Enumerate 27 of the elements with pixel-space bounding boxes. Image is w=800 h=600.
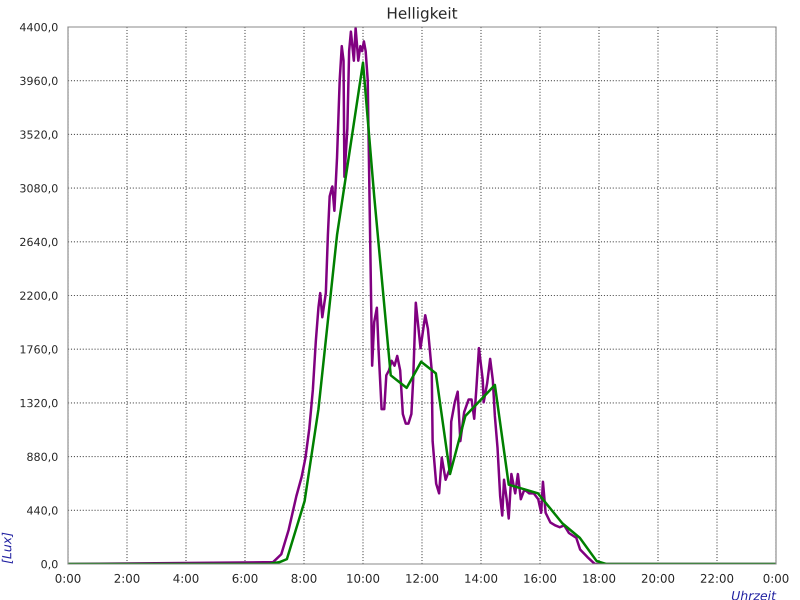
- x-tick-label: 0:00: [764, 574, 788, 583]
- x-tick-label: 10:00: [347, 574, 380, 583]
- x-tick-label: 20:00: [642, 574, 674, 583]
- y-axis-title: [Lux]: [2, 532, 13, 564]
- x-tick-label: 8:00: [292, 574, 316, 583]
- x-tick-label: 12:00: [406, 574, 438, 583]
- y-tick-label: 1760,0: [20, 345, 58, 355]
- x-tick-label: 22:00: [700, 574, 734, 583]
- y-tick-label: 3520,0: [20, 130, 58, 140]
- chart-title: Helligkeit: [388, 7, 458, 22]
- y-tick-label: 4400,0: [20, 22, 58, 33]
- y-tick-label: 0,0: [41, 560, 58, 570]
- y-tick-label: 880,0: [27, 452, 58, 462]
- x-tick-label: 0:00: [56, 574, 80, 583]
- x-tick-label: 16:00: [524, 574, 556, 583]
- y-tick-label: 1320,0: [20, 398, 58, 408]
- x-tick-label: 6:00: [232, 574, 258, 583]
- y-tick-label: 440,0: [27, 506, 58, 516]
- y-tick-label: 2200,0: [20, 291, 58, 302]
- x-tick-label: 4:00: [173, 574, 198, 583]
- x-tick-label: 18:00: [583, 574, 616, 583]
- y-tick-label: 3960,0: [20, 76, 58, 86]
- x-axis-title: Uhrzeit: [732, 590, 776, 600]
- x-tick-label: 2:00: [114, 574, 140, 583]
- x-tick-label: 14:00: [465, 574, 498, 583]
- y-tick-label: 2640,0: [20, 238, 58, 248]
- y-tick-label: 3080,0: [20, 184, 58, 194]
